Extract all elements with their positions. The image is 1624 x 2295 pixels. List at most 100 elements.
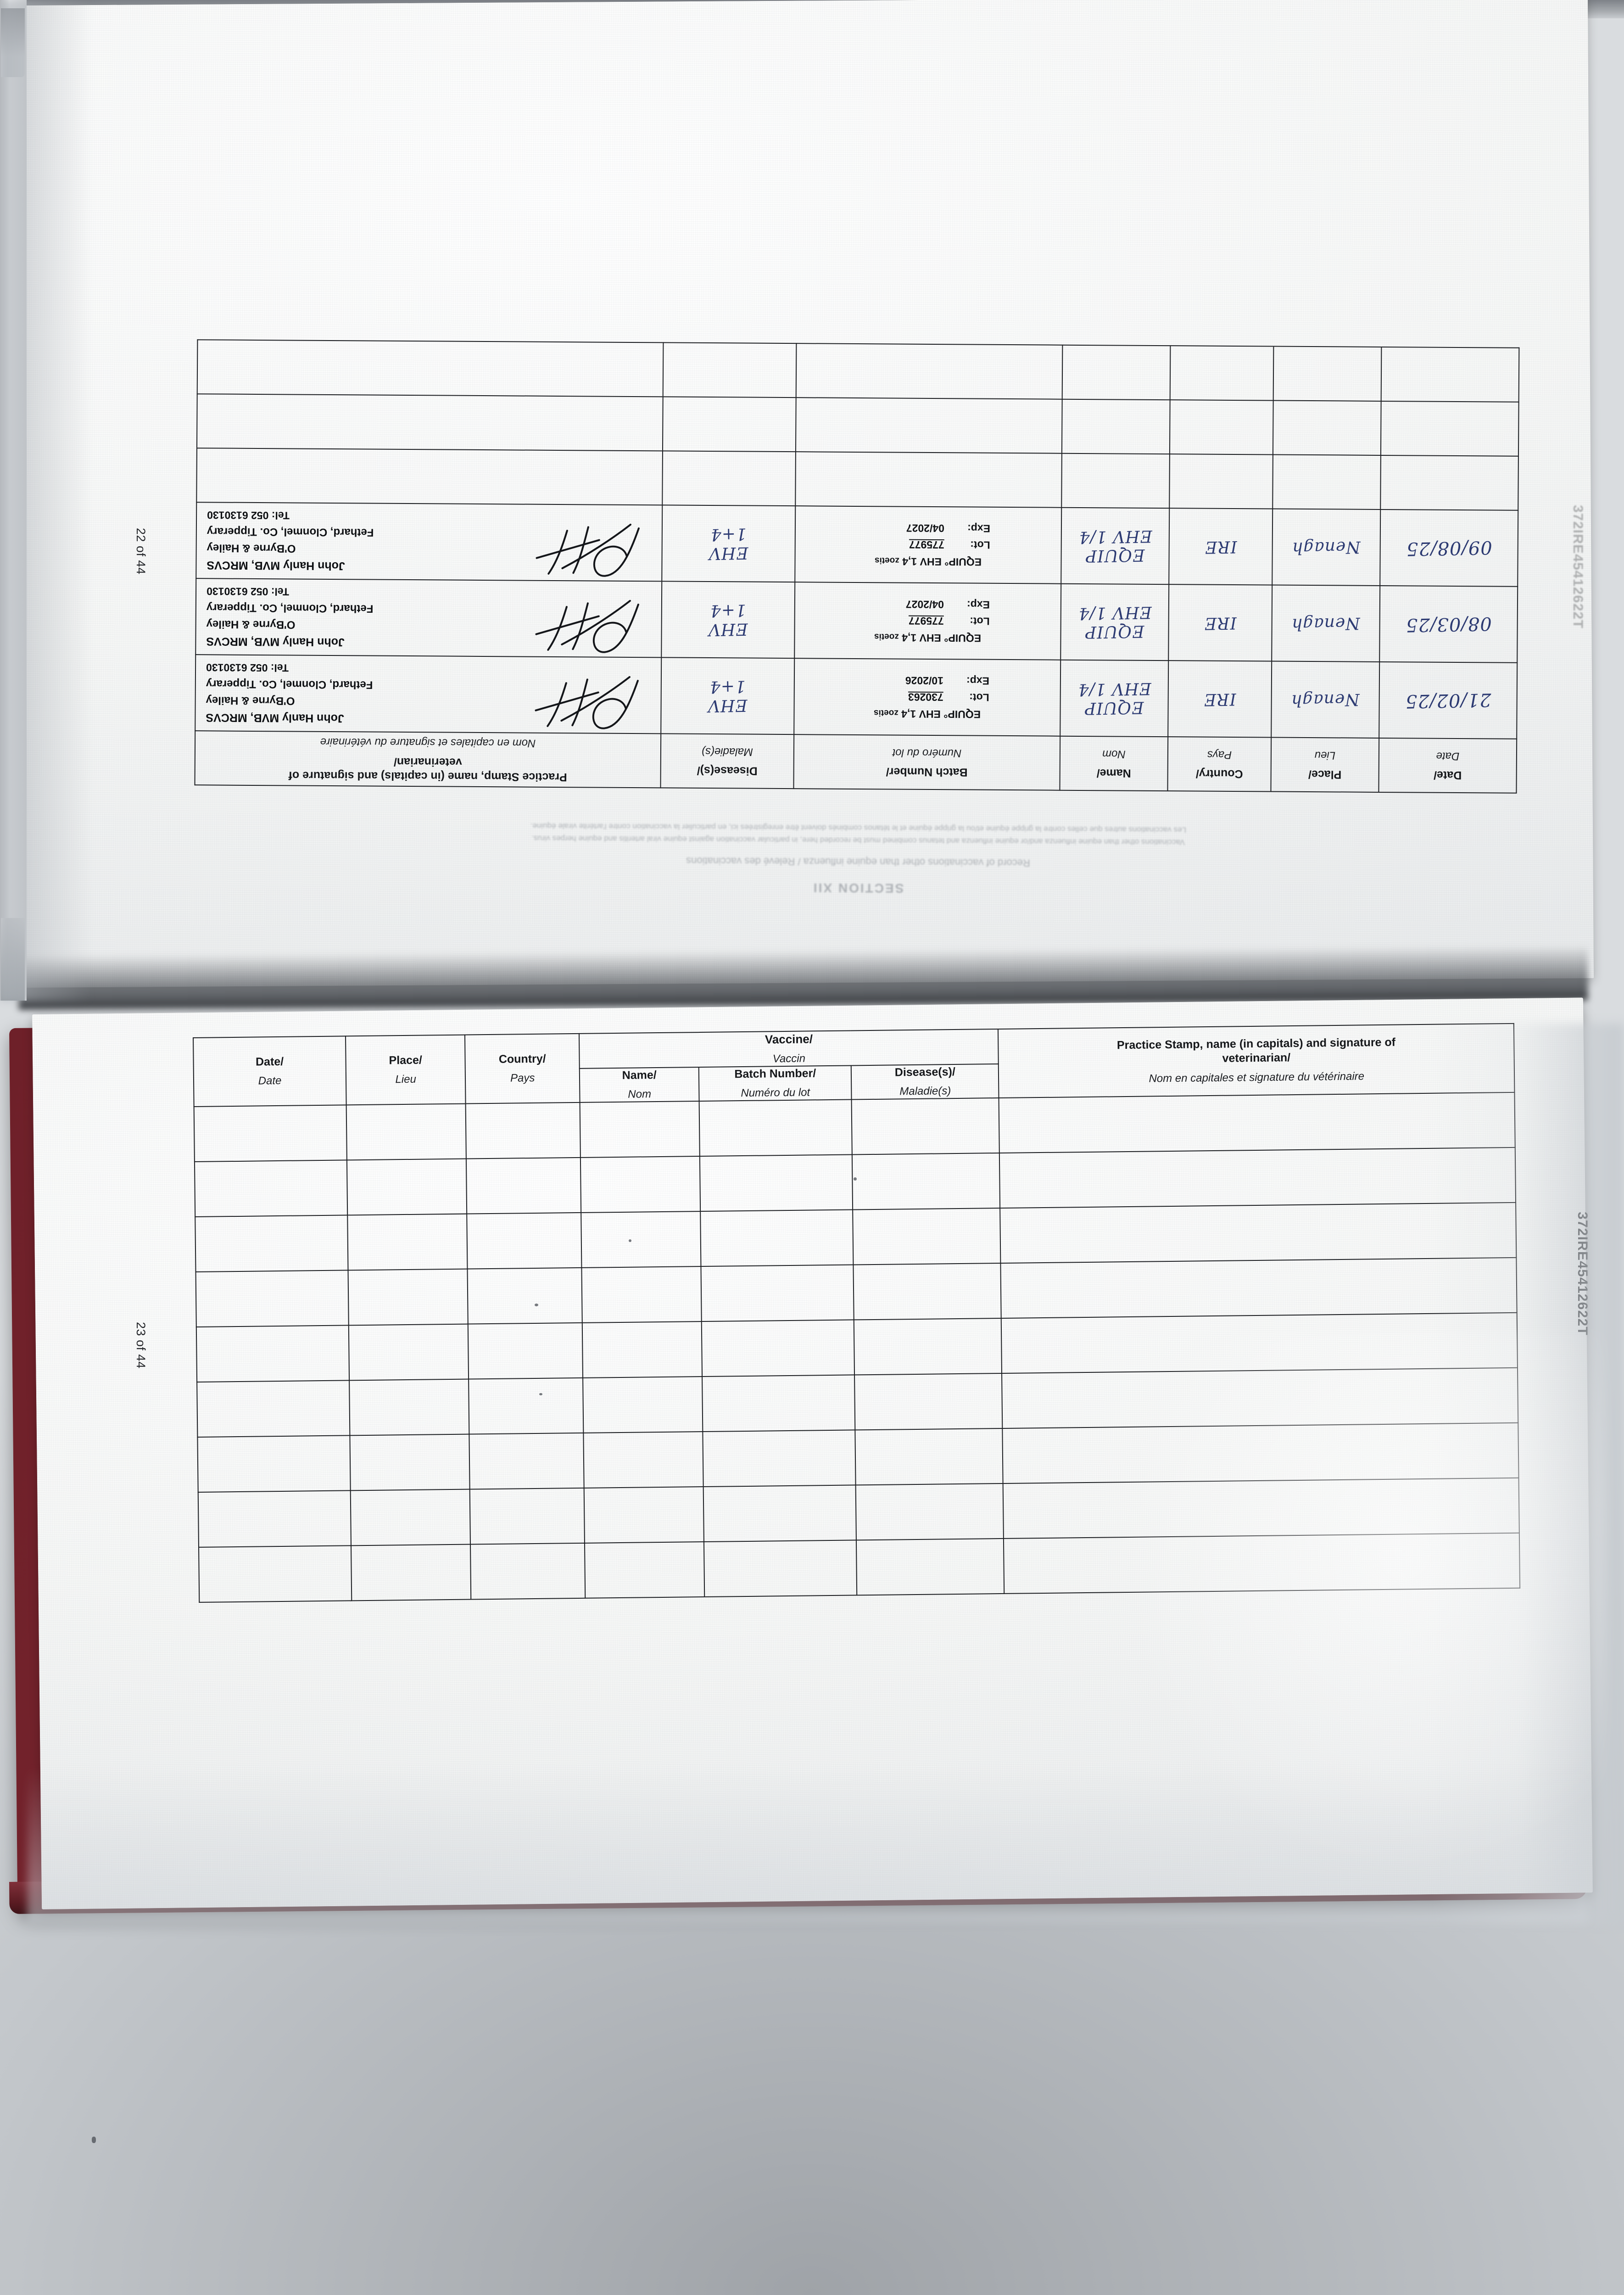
cell-place[interactable] — [346, 1159, 467, 1215]
table-row[interactable]: 08/03/25 Nenagh IRE EQUIP EHV 1/4 EQUIP°… — [195, 578, 1518, 663]
cell-batch-number[interactable]: EQUIP° EHV 1,4 zoetis Lot:775977 Exp:04/… — [795, 506, 1062, 584]
cell-vaccine-name[interactable]: EQUIP EHV 1/4 — [1060, 583, 1169, 661]
cell-country[interactable] — [465, 1103, 581, 1159]
cell-vaccine-name[interactable] — [583, 1432, 704, 1488]
cell-country[interactable] — [1169, 454, 1273, 509]
cell-place[interactable] — [1272, 400, 1381, 455]
cell-country[interactable] — [469, 1433, 584, 1489]
table-row[interactable] — [196, 448, 1518, 510]
cell-vaccine-name[interactable] — [1061, 399, 1170, 454]
cell-place[interactable] — [1272, 454, 1381, 509]
cell-practice-stamp[interactable]: John Hanly MVB, MRCVS O'Byrne & Hailey F… — [196, 502, 663, 582]
cell-date[interactable] — [196, 1325, 350, 1383]
cell-practice-stamp[interactable] — [999, 1147, 1516, 1209]
cell-place[interactable] — [1273, 346, 1382, 401]
cell-country[interactable] — [1170, 346, 1274, 401]
cell-diseases[interactable] — [852, 1153, 1000, 1210]
table-row[interactable] — [197, 340, 1519, 402]
table-row[interactable]: 09/08/25 Nenagh IRE EQUIP EHV 1/4 EQUIP°… — [196, 502, 1518, 587]
cell-vaccine-name[interactable] — [1062, 345, 1171, 400]
cell-batch-number[interactable] — [703, 1485, 857, 1542]
cell-batch-number[interactable]: EQUIP° EHV 1,4 zoetis Lot:775977 Exp:04/… — [794, 582, 1061, 660]
cell-vaccine-name[interactable] — [582, 1321, 703, 1378]
cell-diseases[interactable] — [663, 342, 797, 398]
cell-batch-number[interactable] — [796, 343, 1063, 399]
cell-vaccine-name[interactable] — [1061, 453, 1170, 509]
cell-date[interactable]: 08/03/25 — [1379, 585, 1518, 663]
cell-date[interactable] — [195, 1215, 348, 1272]
cell-vaccine-name[interactable] — [584, 1487, 704, 1543]
cell-country[interactable]: IRE — [1169, 508, 1273, 585]
cell-diseases[interactable]: EHV 1+4 — [661, 581, 795, 659]
cell-vaccine-name[interactable]: EQUIP EHV 1/4 — [1061, 507, 1170, 585]
cell-vaccine-name[interactable]: EQUIP EHV 1/4 — [1060, 660, 1169, 737]
cell-place[interactable] — [350, 1434, 470, 1491]
cell-diseases[interactable] — [855, 1428, 1004, 1485]
cell-practice-stamp[interactable]: John Hanly MVB, MRCVS O'Byrne & Hailey F… — [195, 578, 662, 658]
cell-practice-stamp[interactable] — [1002, 1367, 1518, 1429]
cell-batch-number[interactable] — [702, 1375, 855, 1432]
cell-vaccine-name[interactable] — [585, 1542, 705, 1598]
cell-date[interactable]: 21/02/25 — [1379, 661, 1518, 739]
cell-diseases[interactable] — [853, 1263, 1002, 1320]
cell-batch-number[interactable]: EQUIP° EHV 1,4 zoetis Lot:730263 Exp:10/… — [794, 658, 1061, 736]
cell-batch-number[interactable] — [700, 1154, 853, 1212]
cell-batch-number[interactable] — [704, 1540, 857, 1597]
cell-diseases[interactable] — [851, 1098, 1000, 1155]
cell-practice-stamp[interactable] — [1000, 1202, 1517, 1264]
cell-batch-number[interactable] — [703, 1430, 856, 1487]
cell-country[interactable] — [470, 1543, 586, 1600]
cell-place[interactable] — [346, 1103, 467, 1160]
cell-date[interactable] — [194, 1160, 348, 1217]
cell-vaccine-name[interactable] — [581, 1211, 701, 1268]
cell-place[interactable] — [348, 1324, 469, 1381]
cell-vaccine-name[interactable] — [581, 1266, 702, 1323]
cell-date[interactable] — [195, 1270, 349, 1327]
cell-practice-stamp[interactable] — [999, 1092, 1515, 1153]
cell-date[interactable] — [194, 1105, 347, 1162]
cell-practice-stamp[interactable] — [1001, 1312, 1518, 1374]
cell-country[interactable] — [468, 1322, 583, 1379]
cell-batch-number[interactable] — [795, 452, 1062, 508]
cell-place[interactable] — [351, 1544, 471, 1601]
cell-vaccine-name[interactable] — [583, 1377, 703, 1433]
cell-practice-stamp[interactable] — [196, 448, 663, 505]
cell-diseases[interactable] — [662, 397, 796, 452]
cell-batch-number[interactable] — [795, 397, 1062, 453]
cell-country[interactable] — [467, 1267, 583, 1324]
table-row[interactable]: 21/02/25 Nenagh IRE EQUIP EHV 1/4 EQUIP°… — [195, 655, 1518, 739]
cell-diseases[interactable] — [853, 1208, 1001, 1265]
cell-country[interactable] — [469, 1488, 585, 1545]
cell-date[interactable] — [1380, 401, 1519, 456]
cell-practice-stamp[interactable] — [1004, 1533, 1520, 1594]
cell-vaccine-name[interactable] — [580, 1101, 700, 1158]
cell-diseases[interactable]: EHV 1+4 — [662, 505, 796, 582]
cell-practice-stamp[interactable] — [1002, 1422, 1519, 1484]
cell-country[interactable] — [466, 1157, 581, 1214]
cell-country[interactable] — [469, 1377, 584, 1434]
cell-practice-stamp[interactable] — [1000, 1257, 1517, 1319]
cell-practice-stamp[interactable] — [197, 340, 664, 397]
cell-date[interactable] — [1380, 455, 1518, 510]
cell-diseases[interactable] — [662, 451, 796, 506]
table-row[interactable] — [196, 394, 1519, 456]
cell-country[interactable] — [467, 1212, 582, 1269]
cell-date[interactable] — [1381, 347, 1519, 402]
cell-diseases[interactable]: EHV 1+4 — [661, 657, 795, 735]
cell-diseases[interactable] — [854, 1373, 1003, 1430]
cell-date[interactable]: 09/08/25 — [1380, 509, 1518, 587]
cell-vaccine-name[interactable] — [580, 1156, 701, 1213]
cell-place[interactable] — [350, 1489, 471, 1546]
cell-date[interactable] — [199, 1545, 352, 1603]
cell-place[interactable]: Nenagh — [1271, 661, 1380, 738]
cell-date[interactable] — [198, 1490, 352, 1548]
cell-diseases[interactable] — [856, 1483, 1004, 1540]
cell-batch-number[interactable] — [702, 1320, 855, 1377]
cell-practice-stamp[interactable]: John Hanly MVB, MRCVS O'Byrne & Hailey F… — [195, 655, 662, 734]
cell-place[interactable] — [348, 1269, 468, 1326]
cell-place[interactable] — [347, 1214, 468, 1271]
cell-batch-number[interactable] — [700, 1209, 854, 1267]
cell-place[interactable] — [349, 1379, 469, 1436]
cell-diseases[interactable] — [854, 1318, 1002, 1375]
cell-country[interactable]: IRE — [1168, 661, 1272, 738]
